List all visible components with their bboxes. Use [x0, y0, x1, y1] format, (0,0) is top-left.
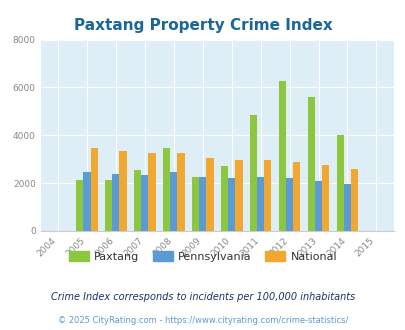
Bar	[256, 177, 264, 231]
Bar	[314, 181, 322, 231]
Bar	[343, 184, 350, 231]
Bar	[292, 162, 300, 231]
Bar	[105, 180, 112, 231]
Bar	[264, 160, 271, 231]
Bar	[90, 148, 98, 231]
Bar	[83, 172, 90, 231]
Bar	[170, 172, 177, 231]
Text: Paxtang Property Crime Index: Paxtang Property Crime Index	[73, 18, 332, 33]
Bar	[285, 178, 292, 231]
Bar	[235, 160, 242, 231]
Bar	[206, 158, 213, 231]
Bar	[220, 166, 228, 231]
Bar	[350, 169, 358, 231]
Bar	[76, 180, 83, 231]
Bar	[177, 153, 184, 231]
Bar	[228, 178, 235, 231]
Bar	[307, 97, 314, 231]
Bar	[112, 174, 119, 231]
Bar	[192, 177, 198, 231]
Bar	[148, 153, 155, 231]
Bar	[162, 148, 170, 231]
Text: Crime Index corresponds to incidents per 100,000 inhabitants: Crime Index corresponds to incidents per…	[51, 292, 354, 302]
Bar	[198, 177, 206, 231]
Bar	[249, 115, 256, 231]
Text: © 2025 CityRating.com - https://www.cityrating.com/crime-statistics/: © 2025 CityRating.com - https://www.city…	[58, 316, 347, 325]
Bar	[322, 165, 328, 231]
Bar	[119, 151, 126, 231]
Bar	[278, 82, 285, 231]
Bar	[134, 170, 141, 231]
Legend: Paxtang, Pennsylvania, National: Paxtang, Pennsylvania, National	[64, 247, 341, 267]
Bar	[336, 135, 343, 231]
Bar	[141, 175, 148, 231]
